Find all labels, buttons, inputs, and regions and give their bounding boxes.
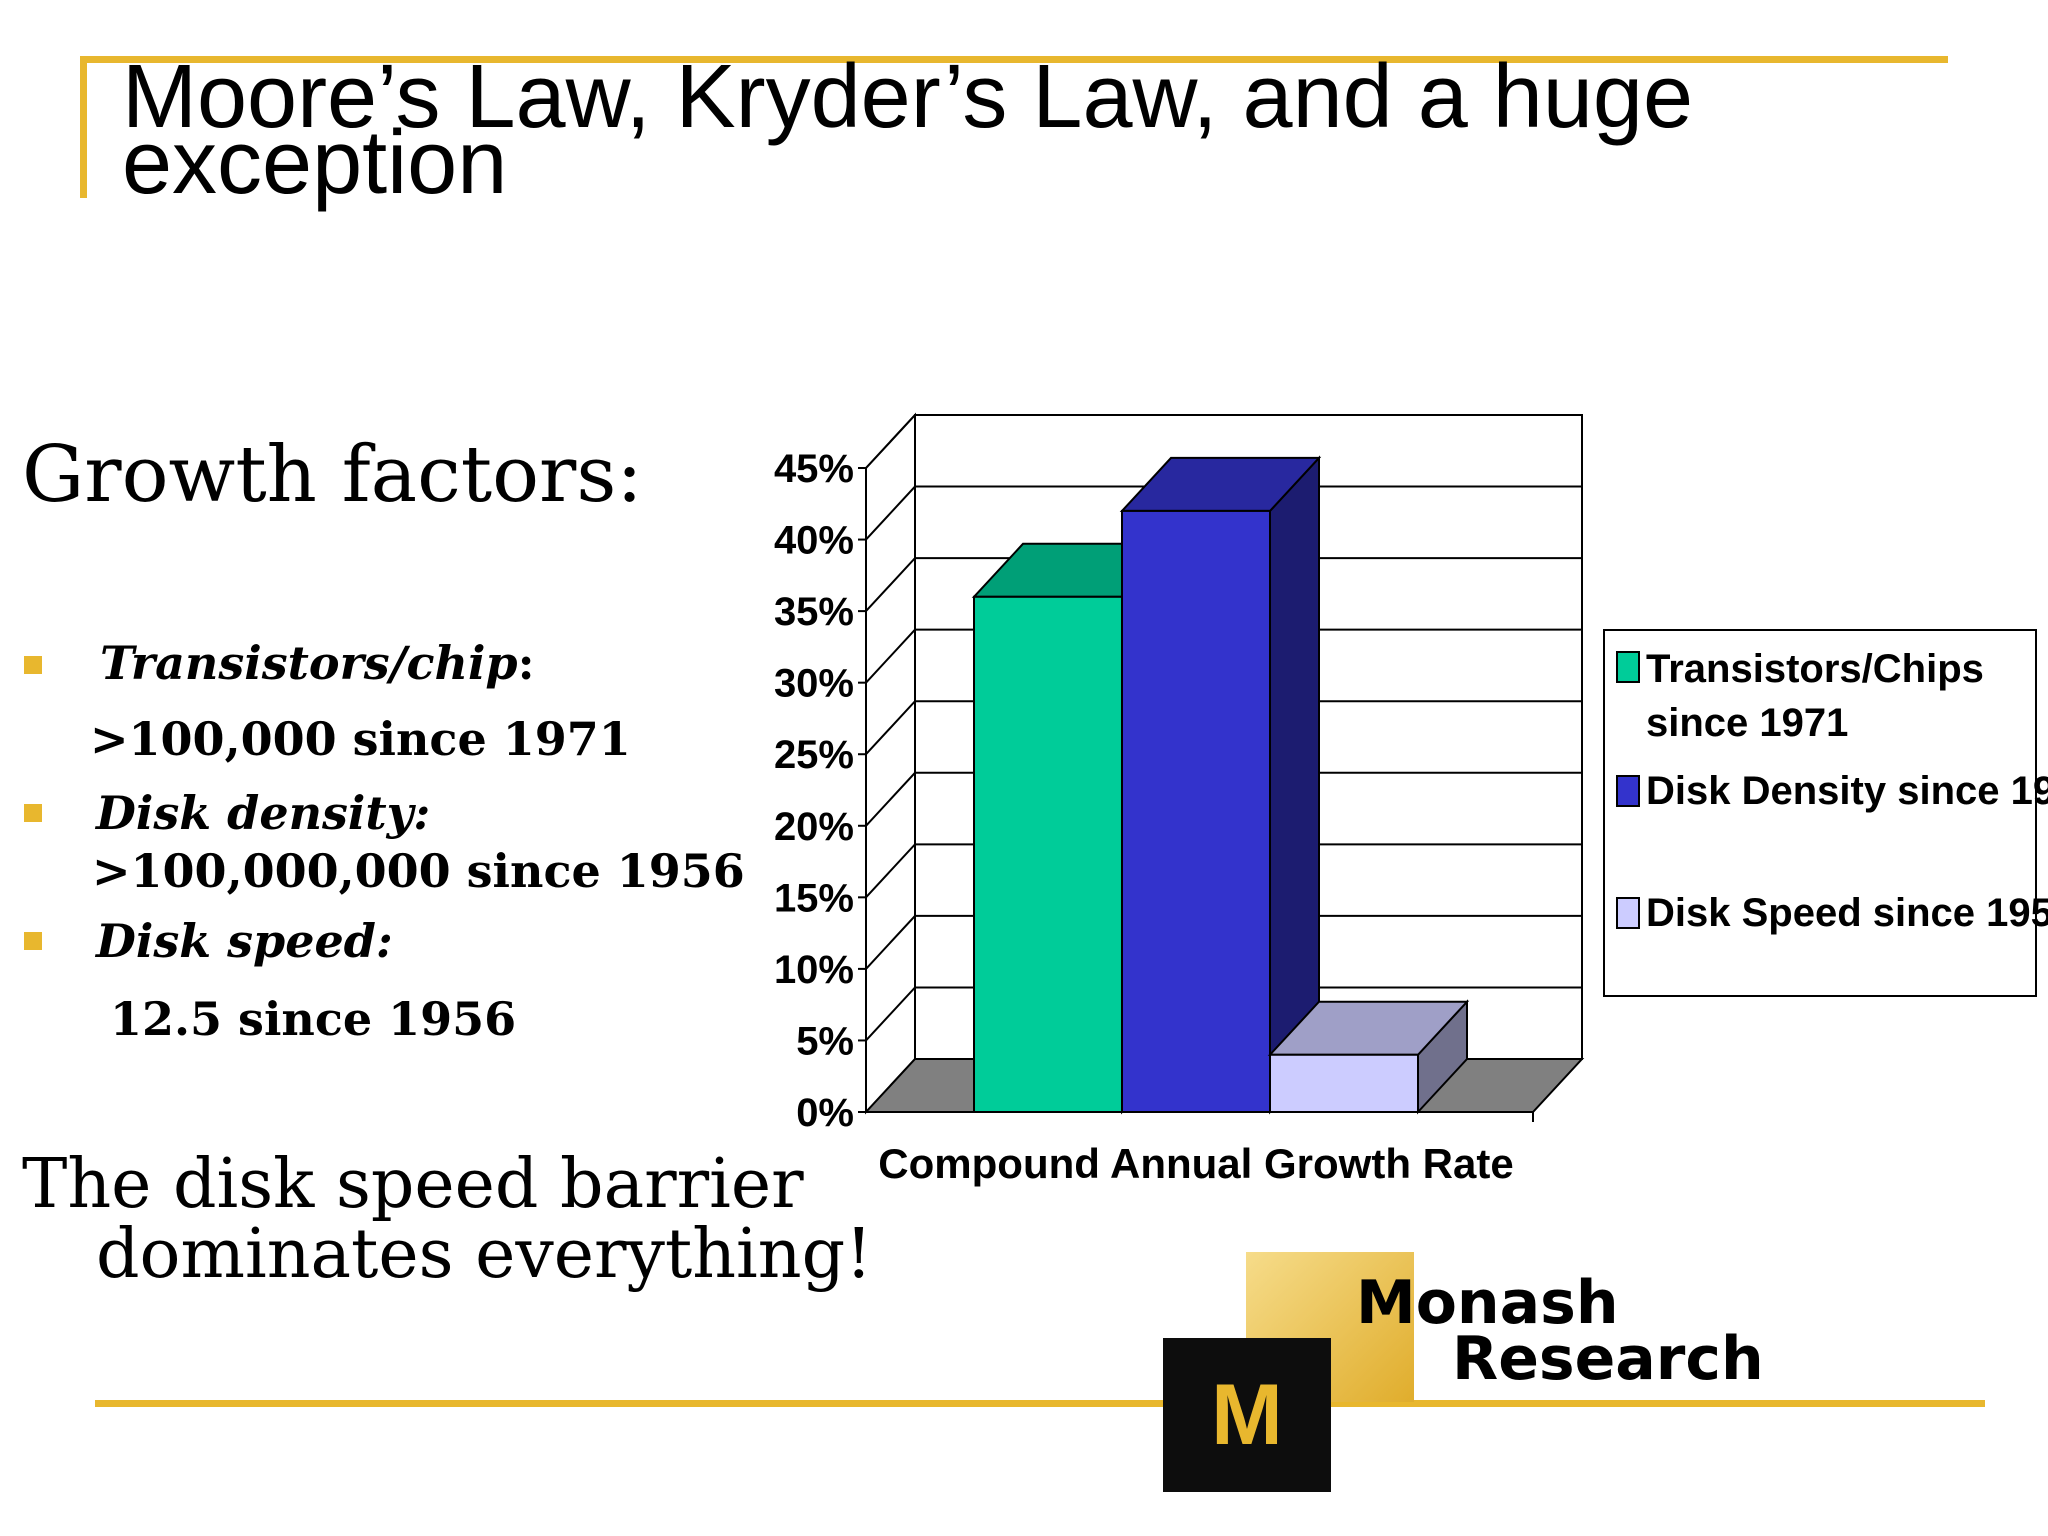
gridline — [865, 557, 1582, 612]
y-tick-label: 5% — [796, 1019, 854, 1063]
logo-text-monash: Monash — [1356, 1268, 1619, 1338]
y-tick-label: 30% — [774, 662, 854, 706]
legend-box — [1603, 629, 2037, 997]
bar — [1269, 1053, 1419, 1114]
x-axis-label: Compound Annual Growth Rate — [878, 1140, 1513, 1187]
growth-factors-heading: Growth factors: — [22, 430, 643, 520]
legend-label: Transistors/Chips — [1646, 647, 1984, 691]
title-accent-bar — [80, 56, 1948, 63]
chart-side-wall — [865, 412, 916, 1115]
gridline — [865, 986, 1582, 1042]
y-tick-label: 45% — [774, 447, 854, 491]
legend-swatch — [1616, 897, 1640, 929]
bullet-term-suffix: : — [517, 636, 535, 690]
bullet-marker — [24, 656, 42, 674]
chart-bars — [971, 455, 1470, 1115]
y-tick-label: 40% — [774, 519, 854, 563]
bar — [973, 595, 1123, 1113]
legend-label: since 1971 — [1646, 701, 1848, 745]
slide-title: Moore’s Law, Kryder’s Law, and a huge ex… — [122, 47, 1694, 213]
bullet-disk-speed-term: Disk speed: — [96, 914, 393, 968]
legend-label: Disk Density since 1956 — [1646, 769, 2048, 813]
bullet-disk-speed-value: 12.5 since 1956 — [110, 992, 517, 1046]
y-axis-ticks: 0% 5% 10% 15% 20% 25% 30% 35% 40% 45% — [774, 447, 866, 1135]
y-tick-label: 20% — [774, 805, 854, 849]
y-tick-label: 25% — [774, 733, 854, 777]
bullet-marker — [24, 932, 42, 950]
footer-accent-line — [95, 1400, 1985, 1407]
gridline — [865, 700, 1582, 755]
title-accent-side — [80, 56, 87, 198]
y-tick-label: 15% — [774, 876, 854, 920]
y-tick-label: 0% — [796, 1091, 854, 1135]
bullet-term: Transistors/chip — [100, 636, 518, 690]
conclusion-text: The disk speed barrier dominates everyth… — [22, 1150, 872, 1290]
chart-gridlines — [865, 414, 1582, 1042]
conclusion-line-1: The disk speed barrier — [22, 1145, 804, 1224]
bullet-transistors-value: >100,000 since 1971 — [90, 712, 631, 766]
gridline — [865, 914, 1582, 970]
bullet-marker — [24, 804, 42, 822]
gridline — [865, 485, 1582, 541]
conclusion-line-2: dominates everything! — [96, 1215, 873, 1294]
gridline — [865, 414, 1582, 469]
legend-label: Disk Speed since 1956 — [1646, 891, 2048, 935]
logo-text-research: Research — [1452, 1324, 1764, 1394]
logo-black-square — [1163, 1338, 1331, 1492]
legend-swatch — [1616, 651, 1640, 683]
bullet-disk-density-term: Disk density: — [96, 786, 431, 840]
legend-swatch — [1616, 775, 1640, 807]
bullet-transistors-term: Transistors/chip: — [100, 636, 535, 690]
gridline — [865, 628, 1582, 684]
gridline — [865, 843, 1582, 899]
bullet-disk-density-value: >100,000,000 since 1956 — [92, 844, 745, 898]
logo-m-mark: M — [1211, 1367, 1283, 1463]
bar — [1121, 509, 1271, 1113]
gridline — [865, 771, 1582, 827]
y-tick-label: 10% — [774, 948, 854, 992]
y-tick-label: 35% — [774, 590, 854, 634]
chart-legend: Transistors/Chips since 1971 Disk Density … — [1603, 629, 2048, 997]
